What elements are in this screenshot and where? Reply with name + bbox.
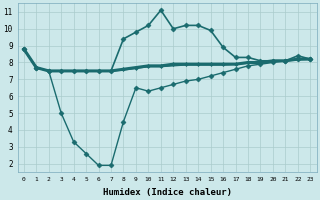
X-axis label: Humidex (Indice chaleur): Humidex (Indice chaleur) [102,188,232,197]
